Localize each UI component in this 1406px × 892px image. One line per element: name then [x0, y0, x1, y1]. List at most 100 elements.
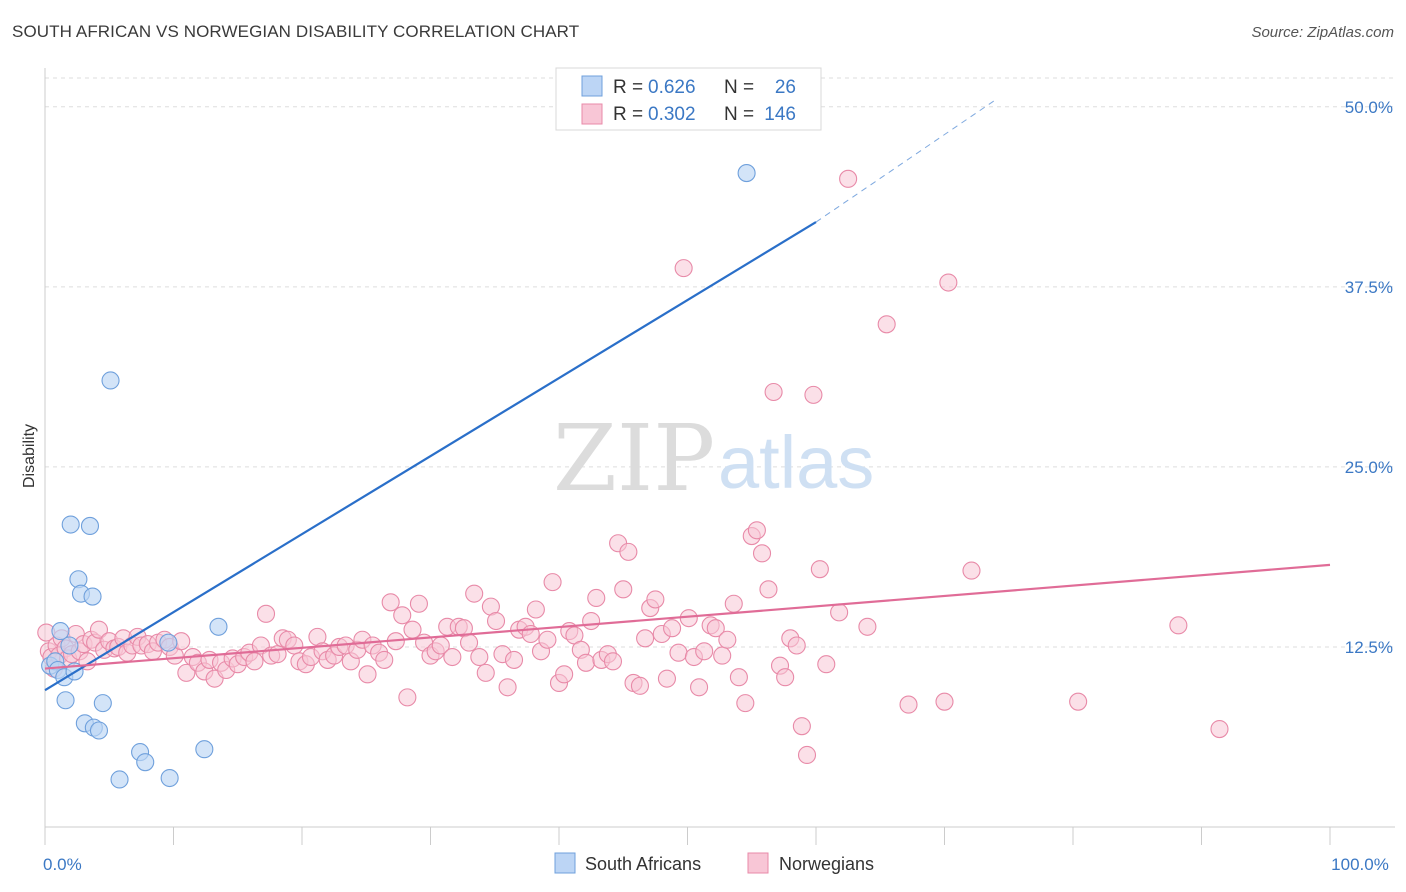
norwegians-point: [787, 636, 806, 655]
norwegians-point: [646, 590, 665, 609]
norwegians-point: [576, 653, 596, 672]
south-africans-point: [101, 371, 120, 390]
norwegians-point: [465, 584, 484, 603]
norwegians-point: [706, 619, 725, 638]
norwegians-point: [830, 603, 849, 622]
south-africans-point: [61, 515, 80, 534]
norwegians-point: [285, 636, 304, 655]
norwegians-n-value: 146: [764, 104, 796, 125]
norwegians-point: [839, 169, 858, 188]
chart-title: SOUTH AFRICAN VS NORWEGIAN DISABILITY CO…: [12, 22, 580, 41]
norwegians-point: [776, 668, 795, 687]
norwegians-point: [555, 665, 574, 684]
south-africans-n-label: N =: [724, 77, 754, 98]
south-africans-point: [83, 587, 102, 606]
south-africans-point: [209, 617, 228, 636]
norwegians-point: [669, 643, 688, 662]
norwegians-point: [504, 650, 524, 669]
norwegians-point: [614, 580, 633, 599]
norwegians-point: [587, 588, 606, 608]
norwegians-point: [582, 611, 601, 631]
legend-south-africans-label: South Africans: [585, 854, 701, 874]
watermark-atlas: atlas: [718, 421, 874, 504]
norwegians-point: [459, 633, 479, 652]
south-africans-trend-extension: [815, 99, 997, 223]
south-africans-point: [737, 164, 756, 183]
south-africans-point: [160, 768, 179, 788]
legend-norwegians-swatch: [747, 852, 769, 874]
chart-source: Source: ZipAtlas.com: [1251, 24, 1394, 41]
norwegians-point: [409, 594, 428, 613]
norwegians-point: [486, 611, 506, 631]
norwegians-point: [747, 521, 766, 540]
norwegians-point: [498, 678, 517, 697]
south-africans-point: [195, 740, 214, 759]
norwegians-point: [674, 259, 693, 278]
norwegians-point: [962, 561, 981, 580]
norwegians-point: [443, 647, 462, 667]
norwegians-point: [256, 604, 276, 623]
legend-south-africans-swatch: [554, 852, 576, 874]
norwegians-point: [398, 688, 417, 707]
norwegians-point: [939, 273, 958, 292]
south-africans-point: [159, 633, 178, 652]
stats-legend: R = 0.626 N = 26 R = 0.302 N = 146: [555, 67, 822, 131]
norwegians-point: [636, 629, 655, 648]
norwegians-point: [877, 315, 896, 334]
norwegians-point: [470, 647, 489, 667]
norwegians-swatch: [581, 103, 603, 125]
norwegians-point: [538, 630, 557, 649]
norwegians-point: [752, 544, 772, 563]
watermark: ZIP atlas: [553, 405, 874, 512]
y-tick-label: 25.0%: [1345, 458, 1393, 477]
south-africans-r-value: 0.626: [648, 77, 696, 98]
norwegians-point: [935, 692, 954, 711]
norwegians-point: [764, 382, 783, 402]
norwegians-point: [177, 663, 196, 682]
norwegians-point: [858, 617, 877, 636]
x-tick-label: 100.0%: [1331, 855, 1389, 874]
norwegians-point: [718, 630, 737, 649]
norwegians-point: [729, 668, 748, 687]
norwegians-point: [690, 678, 709, 697]
norwegians-trend-line: [44, 563, 1331, 670]
south-africans-point: [136, 753, 155, 772]
south-africans-r-label: R =: [613, 77, 643, 98]
series-legend: South Africans Norwegians: [554, 852, 874, 874]
norwegians-point: [526, 600, 545, 619]
axes: [44, 68, 1395, 845]
norwegians-point: [792, 717, 811, 736]
norwegians-point: [663, 619, 682, 638]
south-africans-point: [80, 516, 100, 536]
norwegians-point: [759, 580, 778, 599]
legend-norwegians-label: Norwegians: [779, 854, 874, 874]
watermark-zip: ZIP: [553, 405, 715, 512]
norwegians-r-label: R =: [613, 104, 643, 125]
norwegians-point: [724, 594, 743, 613]
south-africans-n-value: 26: [775, 77, 796, 98]
norwegians-point: [358, 665, 377, 684]
norwegians-point: [375, 650, 394, 669]
y-tick-label: 50.0%: [1345, 98, 1393, 117]
norwegians-n-label: N =: [724, 104, 754, 125]
south-africans-point: [89, 721, 109, 740]
norwegians-point: [603, 652, 623, 671]
norwegians-points: [37, 169, 1229, 765]
south-africans-swatch: [581, 75, 603, 97]
norwegians-point: [630, 676, 650, 695]
norwegians-point: [695, 642, 714, 661]
y-axis-title: Disability: [21, 424, 38, 488]
y-tick-label: 37.5%: [1345, 278, 1393, 297]
x-tick-label: 0.0%: [43, 855, 82, 874]
norwegians-point: [619, 542, 638, 561]
norwegians-point: [476, 663, 495, 682]
south-africans-trend-line: [44, 221, 817, 692]
norwegians-point: [797, 745, 817, 765]
south-africans-point: [56, 691, 75, 710]
norwegians-point: [1210, 720, 1229, 739]
norwegians-point: [899, 695, 918, 714]
grid-lines: [45, 77, 1395, 648]
norwegians-point: [245, 652, 264, 671]
norwegians-point: [89, 620, 109, 639]
